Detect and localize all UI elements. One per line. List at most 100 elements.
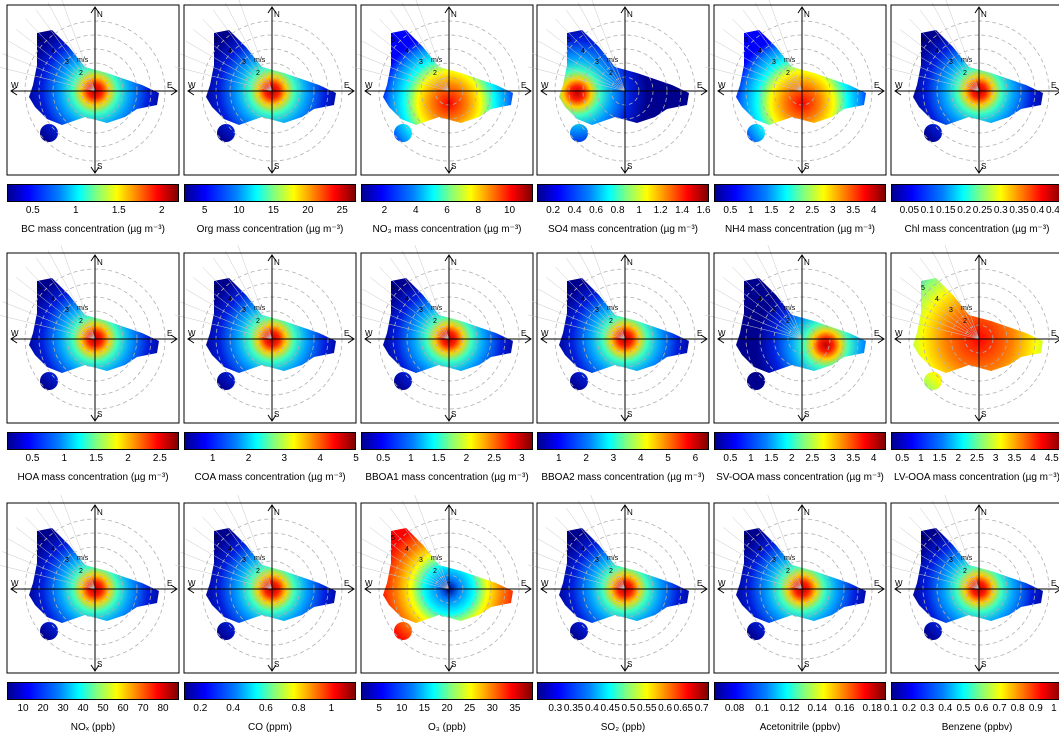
ring-label-2: 2 [79, 318, 83, 325]
west-label: W [365, 329, 373, 338]
speed-unit-label: m/s [961, 555, 973, 562]
colorbar-tick-label: 2 [463, 453, 470, 464]
east-label: E [697, 579, 702, 588]
ring-label-3: 3 [65, 307, 69, 314]
colorbar-ticks: 0.08 0.1 0.12 0.14 0.16 0.18 [714, 703, 886, 715]
colorbar-o3 [361, 682, 533, 700]
colorbar-tick-label: 0.12 [779, 703, 800, 714]
direction-line [546, 277, 626, 340]
colorbar-tick-label: 0.2 [193, 703, 208, 714]
concentration-field [29, 528, 159, 623]
speed-unit-label: m/s [607, 305, 619, 312]
colorbar-tick-label: 2 [381, 205, 388, 216]
direction-line [546, 29, 626, 92]
colorbar-caption: NH4 mass concentration (µg m⁻³) [725, 224, 875, 235]
colorbar-tick-label: 1.5 [89, 453, 104, 464]
ring-label-3: 3 [949, 307, 953, 314]
polar-plot-lvooa: N S E W 2 3 4 5 m/s [881, 244, 1059, 424]
panel-so2: N S E W 2 3 4 5 m/s 0.3 0.35 0.4 0.45 0.5 0.55 0.6 0.65 0… [527, 494, 710, 744]
panel-bboa2: N S E W 2 3 4 5 m/s 1 2 3 4 5 6 BBOA2 mass concentratio… [527, 244, 710, 494]
west-label: W [895, 329, 903, 338]
ring-label-2: 2 [786, 70, 790, 77]
colorbar-tick-label: 0.6 [658, 703, 673, 714]
ring-label-3: 3 [65, 557, 69, 564]
direction-line [36, 507, 96, 590]
panel-nh4: N S E W 2 3 4 5 m/s 0.5 1 1.5 2 2.5 3 3.5 4 NH4 mass conc… [704, 0, 887, 246]
colorbar-caption: NOₓ (ppb) [70, 722, 116, 733]
colorbar-tick-label: 3 [610, 453, 617, 464]
direction-line [401, 500, 450, 590]
direction-line [370, 277, 450, 340]
direction-line [356, 53, 450, 92]
west-label: W [365, 81, 373, 90]
direction-line [401, 2, 450, 92]
colorbar-tick-label: 0.5 [895, 453, 910, 464]
ring-label-2: 2 [256, 318, 260, 325]
south-label: S [627, 410, 632, 419]
panel-svooa: N S E W 2 3 4 5 m/s 0.5 1 1.5 2 2.5 3 3.5 4 SV-OOA mass c… [704, 244, 887, 494]
direction-line [538, 288, 626, 340]
colorbar-tick-label: 1.5 [932, 453, 947, 464]
direction-line [743, 9, 803, 92]
speed-unit-label: m/s [961, 57, 973, 64]
west-label: W [188, 81, 196, 90]
colorbar-ticks: 0.5 1 1.5 2 [7, 205, 179, 217]
colorbar-caption: Chl mass concentration (µg m⁻³) [904, 224, 1050, 235]
ring-label-2: 2 [256, 70, 260, 77]
colorbar-tick-label: 0.5 [25, 205, 40, 216]
colorbar-tick-label: 3 [829, 453, 836, 464]
direction-line [732, 516, 803, 590]
ring-label-4: 4 [581, 296, 585, 303]
direction-line [886, 551, 980, 590]
colorbar-ticks: 1 2 3 4 5 6 [537, 453, 709, 465]
colorbar-tick-label: 0.5 [25, 453, 40, 464]
speed-unit-label: m/s [431, 57, 443, 64]
direction-line [193, 29, 273, 92]
colorbar-tick-label: 0.05 [899, 205, 920, 216]
east-label: E [521, 329, 526, 338]
west-label: W [365, 579, 373, 588]
north-label: N [627, 508, 633, 517]
colorbar-caption: CO (ppm) [248, 722, 292, 733]
direction-line [892, 538, 980, 590]
speed-unit-label: m/s [254, 555, 266, 562]
east-label: E [874, 579, 879, 588]
direction-line [0, 67, 96, 92]
panel-coa: N S E W 2 3 4 5 m/s 1 2 3 4 5 COA mass concentration (… [174, 244, 359, 494]
polar-plot-coa: N S E W 2 3 4 5 m/s [174, 244, 357, 424]
concentration-field [383, 278, 513, 373]
polar-plot-o3: N S E W 1 2 3 4 5 m/s [351, 494, 534, 674]
colorbar-tick-label: 2 [583, 453, 589, 464]
speed-unit-label: m/s [607, 555, 619, 562]
west-label: W [541, 329, 549, 338]
colorbar-caption: Org mass concentration (µg m⁻³) [196, 224, 344, 235]
concentration-field [559, 30, 689, 125]
colorbar-bboa1 [361, 432, 533, 450]
colorbar-tick-label: 15 [418, 703, 430, 714]
direction-line [909, 516, 980, 590]
polar-plot-bc: N S E W 2 3 4 5 m/s [0, 0, 180, 176]
east-label: E [167, 329, 172, 338]
south-label: S [981, 660, 986, 669]
colorbar-tick-label: 70 [137, 703, 149, 714]
colorbar-tick-label: 0.6 [589, 205, 604, 216]
direction-line [532, 53, 626, 92]
colorbar-tick-label: 5 [201, 205, 208, 216]
concentration-blob [924, 124, 942, 142]
direction-line [566, 9, 626, 92]
direction-line [36, 257, 96, 340]
east-label: E [167, 579, 172, 588]
direction-line [2, 551, 96, 590]
south-label: S [97, 660, 102, 669]
ring-label-2: 2 [256, 568, 260, 575]
ring-label-5: 5 [567, 285, 571, 292]
direction-line [16, 29, 96, 92]
colorbar-tick-label: 0.2 [902, 703, 917, 714]
colorbar-tick-label: 4.5 [1044, 453, 1059, 464]
direction-line [224, 2, 273, 92]
colorbar-tick-label: 25 [336, 205, 348, 216]
ring-label-4: 4 [228, 48, 232, 55]
colorbar-tick-label: 1.6 [696, 205, 711, 216]
concentration-field [736, 30, 866, 125]
colorbar-coa [184, 432, 356, 450]
